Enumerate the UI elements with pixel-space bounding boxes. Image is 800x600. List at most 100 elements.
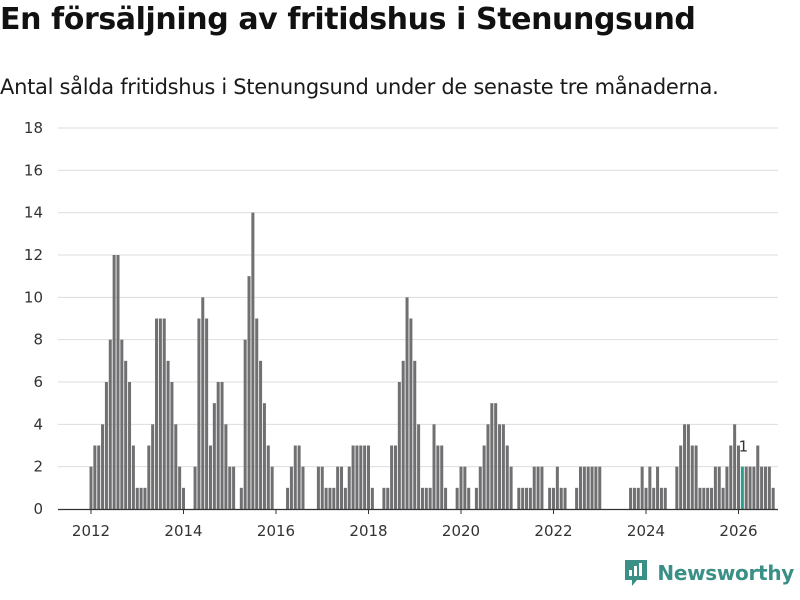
bar [525,487,529,509]
bar [663,487,667,509]
bar [756,445,760,509]
bar [355,445,359,509]
bar [243,339,247,509]
bar [367,445,371,509]
bar [116,255,120,509]
bar [640,466,644,509]
bar [729,445,733,509]
bar [224,424,228,509]
x-tick-label: 2016 [257,522,295,540]
bar [266,445,270,509]
chart-data-labels: 1 [739,438,749,456]
bar [363,445,367,509]
bar [594,466,598,509]
bar [428,487,432,509]
bar [744,466,748,509]
x-tick-label: 2026 [719,522,757,540]
y-tick-label: 12 [24,246,43,264]
bar [679,445,683,509]
bar [135,487,139,509]
bar [436,445,440,509]
bar [486,424,490,509]
bar [721,487,725,509]
y-tick-label: 14 [24,204,43,222]
bar [178,466,182,509]
bar [656,466,660,509]
bar [748,466,752,509]
bar [725,466,729,509]
bar [490,403,494,509]
bar [201,297,205,509]
bar [509,466,513,509]
x-axis: 2012 2014 2016 2018 2020 2022 2024 2026 [58,508,778,540]
y-tick-label: 0 [33,500,43,518]
bar [686,424,690,509]
bar [286,487,290,509]
bar [170,382,174,509]
bar [182,487,186,509]
bar [158,318,162,509]
bar [409,318,413,509]
bar [528,487,532,509]
bar [586,466,590,509]
bar [540,466,544,509]
bar [174,424,178,509]
bar [340,466,344,509]
bar [517,487,521,509]
bar [228,466,232,509]
bar [239,487,243,509]
x-tick-label: 2020 [442,522,480,540]
bar [424,487,428,509]
bar [108,339,112,509]
bar [328,487,332,509]
bar [478,466,482,509]
bar [590,466,594,509]
bar [393,445,397,509]
bar [659,487,663,509]
y-tick-label: 6 [33,373,43,391]
bar [598,466,602,509]
bar [702,487,706,509]
x-tick-label: 2024 [627,522,665,540]
bar [536,466,540,509]
bar [494,403,498,509]
bar [733,424,737,509]
bar [644,487,648,509]
bar [474,487,478,509]
bar [232,466,236,509]
bar [552,487,556,509]
bar [675,466,679,509]
bar [301,466,305,509]
bar [505,445,509,509]
bar-chart: 0 2 4 6 8 10 12 14 16 18 2012 2014 2016 2018 2020 2022… [24,119,778,540]
bar [575,487,579,509]
bar [555,466,559,509]
bar [713,466,717,509]
chart-subtitle: Antal sålda fritidshus i Stenungsund und… [0,75,719,99]
bar [752,466,756,509]
y-tick-label: 18 [24,119,43,137]
x-tick-label: 2014 [164,522,202,540]
bar [320,466,324,509]
bar [397,382,401,509]
bar [444,487,448,509]
bar [694,445,698,509]
bar [316,466,320,509]
bar [629,487,633,509]
bar [717,466,721,509]
bar [193,466,197,509]
bar [582,466,586,509]
bar [289,466,293,509]
bar [413,360,417,509]
bar [155,318,159,509]
bar [147,445,151,509]
brand-name: Newsworthy [657,561,794,585]
bar [767,466,771,509]
bar [710,487,714,509]
bar [220,382,224,509]
bar [498,424,502,509]
bar [205,318,209,509]
bar [698,487,702,509]
brand-logo[interactable]: Newsworthy [623,558,794,588]
bar [760,466,764,509]
